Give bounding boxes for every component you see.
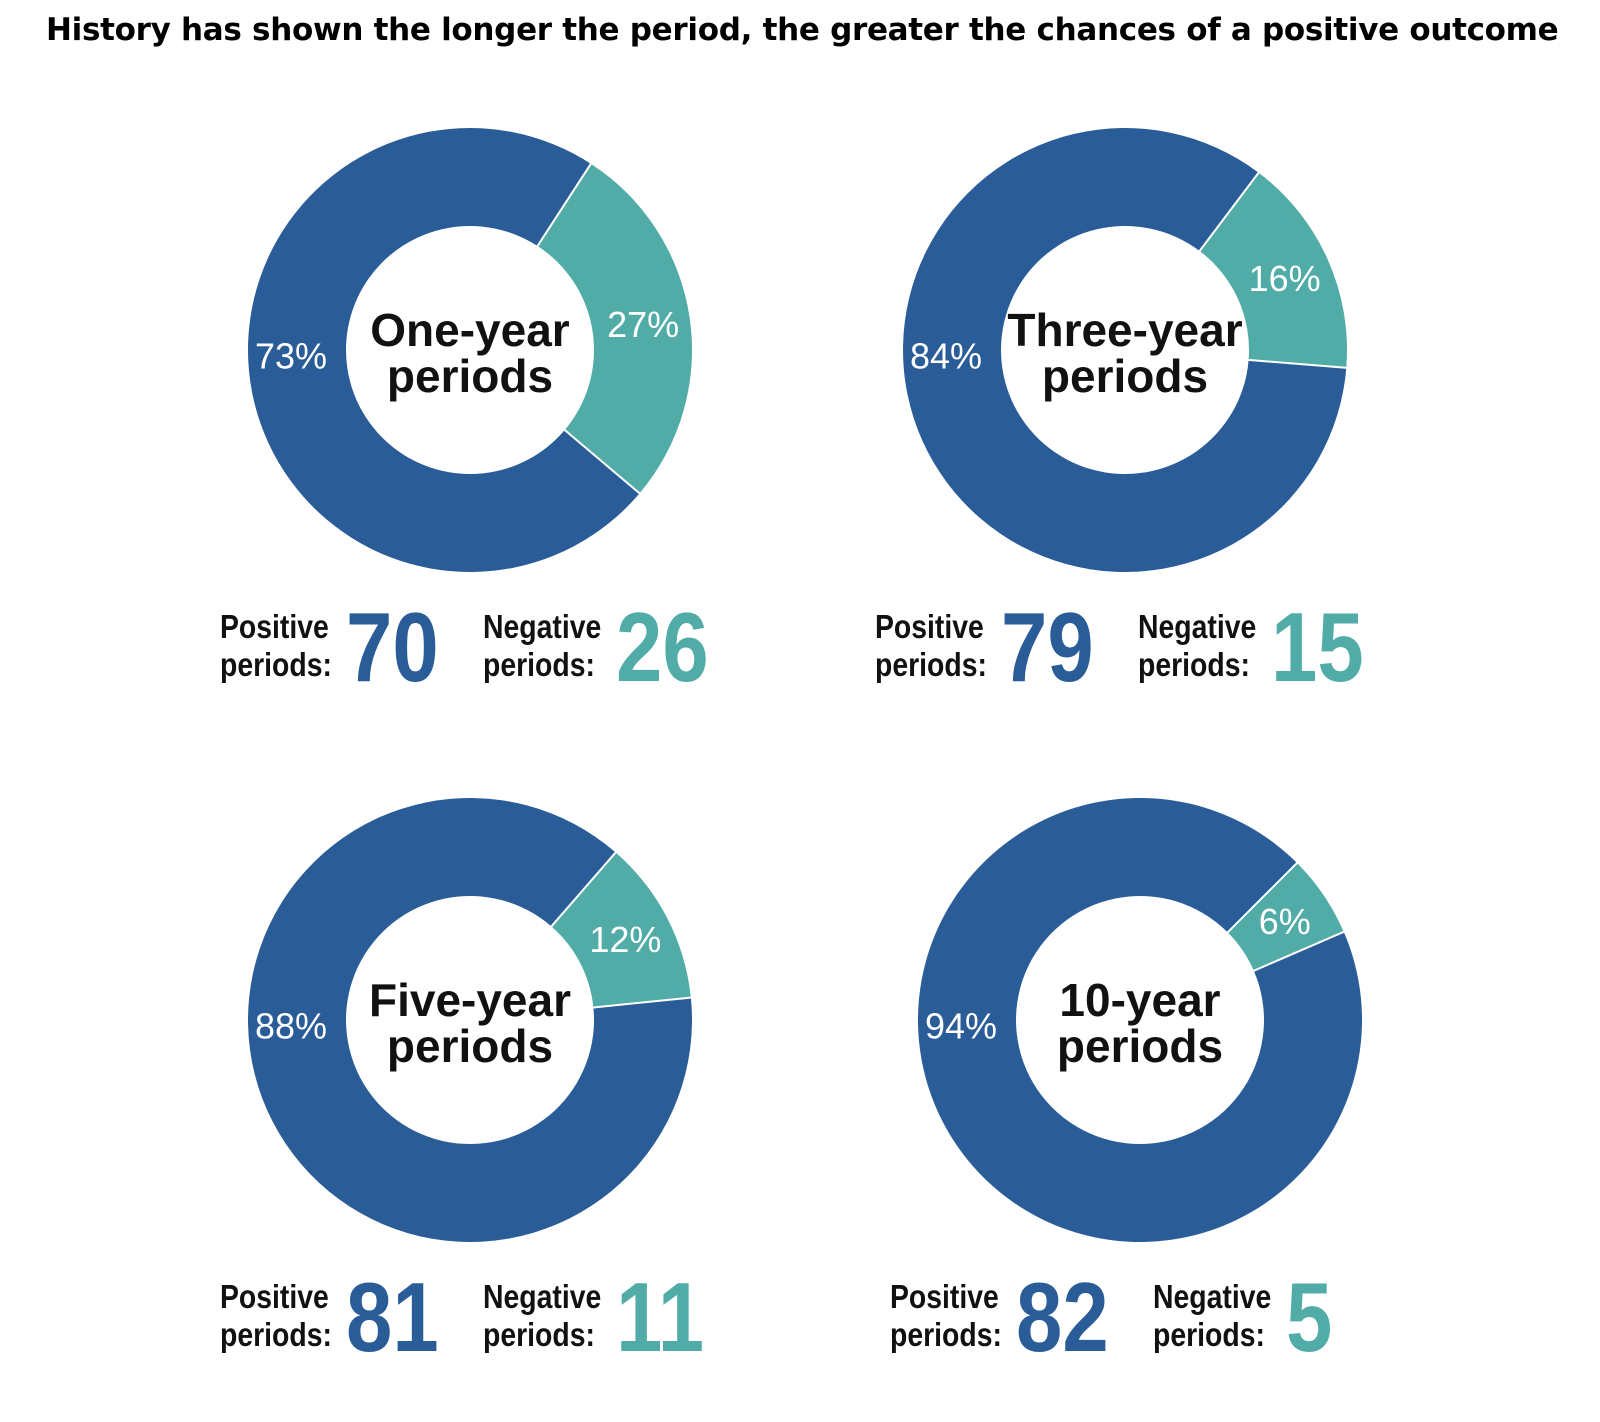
five-year-positive-periods-label: Positive periods: (220, 1278, 332, 1353)
five-year-positive-slice (248, 798, 692, 1242)
five-year-slice-divider (549, 851, 618, 928)
three-year-slice-divider (1198, 171, 1261, 253)
ten-year-positive-periods-label: Positive periods: (890, 1278, 1002, 1353)
three-year-panel: 84% 16% Three-year periods Positive periods: 7… (845, 110, 1405, 750)
one-year-slice-divider (536, 162, 593, 248)
ten-year-negative-count: 5 (1286, 1262, 1333, 1372)
three-year-negative-count: 15 (1271, 592, 1364, 702)
five-year-positive-count: 81 (346, 1262, 439, 1372)
one-year-stats: Positive periods: 70 Negative periods: 26 (190, 110, 750, 750)
three-year-positive-count: 79 (1001, 592, 1094, 702)
three-year-positive-percent-label: 84% (910, 336, 982, 377)
three-year-positive-slice (903, 127, 1347, 573)
one-year-center-label: periods (387, 350, 553, 402)
five-year-panel: 88% 12% Five-year periods Positive periods: 81… (190, 780, 750, 1420)
ten-year-panel: 94% 6% 10-year periods Positive periods: 82 Neg… (860, 780, 1420, 1420)
three-year-slice-divider (1247, 358, 1348, 369)
one-year-negative-percent-label: 27% (607, 304, 679, 345)
five-year-slice-divider (592, 996, 692, 1009)
ten-year-positive-count: 82 (1016, 1262, 1109, 1372)
five-year-center-label: Five-year (369, 974, 571, 1026)
one-year-negative-periods-label: Negative periods: (483, 608, 602, 683)
three-year-center-label: periods (1042, 350, 1208, 402)
five-year-stats: Positive periods: 81 Negative periods: 11 (190, 780, 750, 1420)
five-year-positive-percent-label: 88% (255, 1006, 327, 1047)
one-year-negative-slice (537, 163, 692, 494)
ten-year-negative-percent-label: 6% (1259, 901, 1311, 942)
ten-year-center-label: 10-year (1059, 974, 1220, 1026)
ten-year-center-label: periods (1057, 1020, 1223, 1072)
five-year-center-label: periods (387, 1020, 553, 1072)
one-year-positive-percent-label: 73% (255, 336, 327, 377)
three-year-negative-slice (1199, 172, 1347, 368)
ten-year-slice-divider (1226, 861, 1299, 934)
one-year-panel: 73% 27% One-year periods Positive periods: 70 N… (190, 110, 750, 750)
ten-year-positive-percent-label: 94% (925, 1006, 997, 1047)
one-year-center-label: One-year (370, 304, 570, 356)
three-year-negative-periods-label: Negative periods: (1138, 608, 1257, 683)
three-year-negative-percent-label: 16% (1249, 258, 1321, 299)
one-year-positive-count: 70 (346, 592, 439, 702)
ten-year-stats: Positive periods: 82 Negative periods: 5 (860, 780, 1420, 1420)
page-title: History has shown the longer the period,… (46, 12, 1559, 48)
five-year-negative-slice (551, 852, 691, 1008)
five-year-negative-count: 11 (616, 1262, 705, 1372)
one-year-negative-count: 26 (616, 592, 709, 702)
five-year-negative-percent-label: 12% (589, 919, 661, 960)
five-year-negative-periods-label: Negative periods: (483, 1278, 602, 1353)
three-year-stats: Positive periods: 79 Negative periods: 15 (845, 110, 1405, 750)
ten-year-slice-divider (1252, 930, 1346, 973)
one-year-positive-periods-label: Positive periods: (220, 608, 332, 683)
three-year-center-label: Three-year (1007, 304, 1242, 356)
one-year-slice-divider (563, 428, 641, 495)
ten-year-negative-periods-label: Negative periods: (1153, 1278, 1272, 1353)
three-year-positive-periods-label: Positive periods: (875, 608, 987, 683)
